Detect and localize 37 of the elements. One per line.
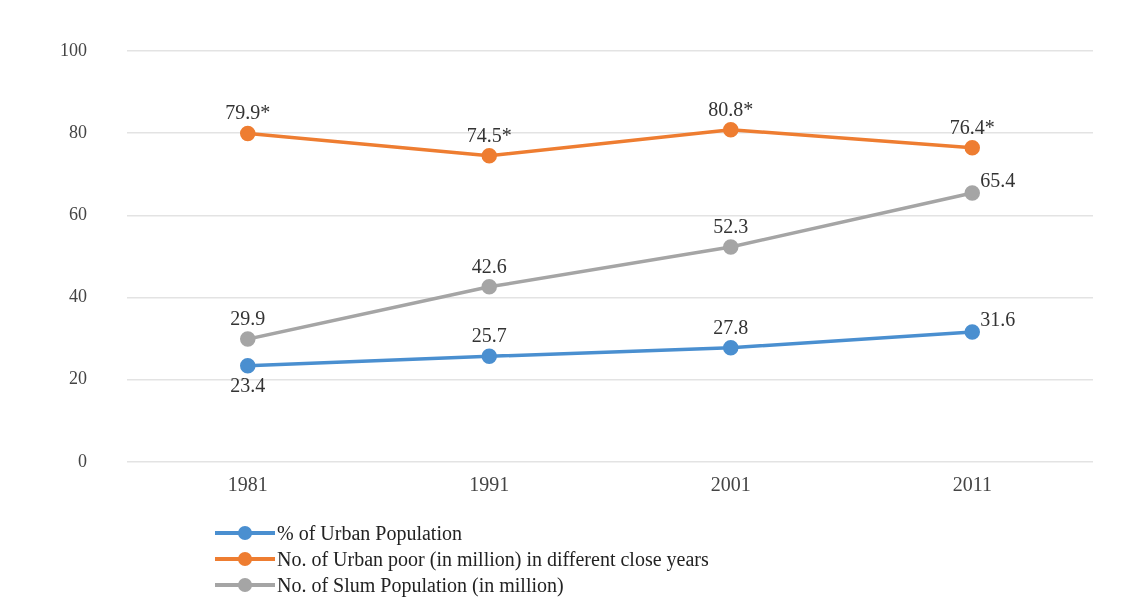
y-tick-label: 0: [78, 450, 87, 471]
y-tick-label: 40: [69, 286, 87, 307]
data-label: 29.9: [230, 307, 266, 330]
point: [481, 279, 497, 295]
x-tick-label: 1981: [227, 473, 268, 496]
x-tick-label: 2001: [710, 473, 751, 496]
point: [481, 348, 497, 365]
data-label: 76.4*: [949, 115, 995, 138]
point: [240, 331, 256, 347]
data-label: 80.8*: [708, 97, 754, 120]
data-label: 74.5*: [466, 123, 512, 146]
point: [723, 239, 739, 255]
legend-label: No. of Slum Population (in million): [277, 573, 564, 597]
data-label: 52.3: [713, 214, 749, 237]
point: [240, 125, 256, 142]
y-tick-label: 100: [60, 39, 87, 60]
data-label: 23.4: [230, 373, 266, 396]
point: [240, 358, 256, 374]
legend-label: No. of Urban poor (in million) in different close years: [277, 547, 709, 571]
x-tick-label: 2011: [952, 473, 992, 496]
data-label: 27.8: [713, 315, 749, 338]
data-label: 65.4: [980, 169, 1016, 192]
point: [964, 140, 980, 156]
point: [964, 185, 980, 201]
y-tick-label: 60: [69, 204, 87, 225]
data-label: 79.9*: [225, 101, 271, 124]
point: [723, 339, 739, 356]
data-label: 25.7: [471, 324, 507, 347]
data-label: 31.6: [980, 308, 1016, 331]
y-tick-label: 80: [69, 121, 87, 142]
x-tick-label: 1991: [469, 473, 510, 496]
legend-label: % of Urban Population: [277, 521, 462, 545]
y-tick-label: 20: [69, 368, 87, 389]
point: [723, 122, 739, 138]
point: [481, 147, 497, 164]
data-label: 42.6: [471, 254, 507, 277]
point: [964, 324, 980, 340]
